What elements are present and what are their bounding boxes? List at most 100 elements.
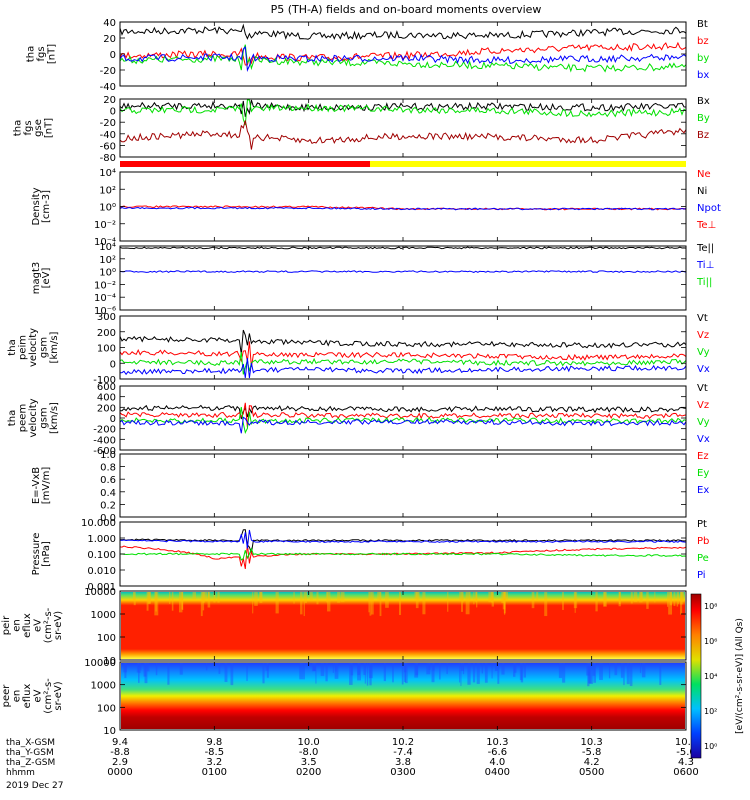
- spectrogram-texture: [459, 663, 461, 683]
- panel-frame: [119, 245, 687, 311]
- spectrogram-texture: [202, 592, 206, 603]
- spectrogram-texture: [432, 663, 435, 671]
- spectrogram-texture: [595, 592, 598, 612]
- panel-tick-label: 10⁻⁶: [94, 306, 116, 317]
- spectrogram-texture: [155, 663, 158, 676]
- panel-tick-label: 0: [110, 50, 116, 61]
- spectrogram-texture: [124, 663, 127, 679]
- panel-tick-label: 40: [103, 18, 116, 29]
- spectrogram-texture: [309, 592, 313, 601]
- legend-Npot: Npot: [697, 203, 721, 214]
- spectrogram-texture: [169, 592, 171, 604]
- spectrogram-texture: [385, 592, 389, 608]
- footer-label-tha_Z-GSM: tha_Z-GSM: [6, 758, 55, 768]
- spectrogram-texture: [146, 592, 149, 611]
- spectrogram-texture: [589, 663, 593, 684]
- panel-tick-label: 0.8: [100, 463, 116, 474]
- footer-value: 4.0: [489, 757, 505, 768]
- spectrogram-peir-eflux: [121, 592, 685, 659]
- footer-value: -6.6: [488, 747, 508, 758]
- spectrogram-texture: [207, 592, 211, 608]
- panel-tick-label: 0.4: [100, 488, 116, 499]
- spectrogram-texture: [574, 592, 576, 613]
- colorbar-tick: 10²: [704, 707, 717, 716]
- spectrogram-texture: [299, 663, 304, 680]
- footer-value: -8.8: [110, 747, 130, 758]
- spectrogram-texture: [368, 592, 370, 613]
- spectrogram-texture: [501, 592, 505, 604]
- spectrogram-texture: [422, 592, 426, 615]
- spectrogram-texture: [200, 592, 203, 617]
- spectrogram-texture: [659, 663, 662, 685]
- spectrogram-texture: [513, 663, 516, 677]
- spectrogram-texture: [593, 663, 597, 683]
- spectrogram-texture: [217, 592, 220, 603]
- spectrogram-texture: [304, 592, 307, 604]
- legend-bz: bz: [697, 36, 709, 47]
- footer-value: 9.4: [112, 737, 128, 748]
- spectrogram-texture: [207, 592, 210, 600]
- footer-value: 3.2: [206, 757, 222, 768]
- panel-ylabel: E=-VxB[mV/m]: [31, 467, 52, 505]
- legend-Ti⊥: Ti⊥: [696, 260, 714, 271]
- spectrogram-texture: [364, 663, 366, 684]
- panel-tick-label: 10⁴: [99, 168, 116, 179]
- panel-tick-label: 10⁴: [99, 242, 116, 253]
- spectrogram-texture: [536, 592, 539, 601]
- series-Vz: [119, 341, 687, 367]
- spectrogram-texture: [349, 663, 353, 685]
- panel-tick-label: -200: [93, 425, 116, 436]
- series-Bz: [119, 120, 687, 150]
- footer-label-tha_X-GSM: tha_X-GSM: [6, 738, 55, 748]
- spectrogram-texture: [179, 663, 183, 675]
- panel-tick-label: 0.2: [100, 500, 116, 511]
- spectrogram-texture: [497, 663, 500, 684]
- spectrogram-texture: [154, 592, 159, 616]
- spectrogram-texture: [544, 592, 548, 617]
- spectrogram-texture: [633, 592, 638, 603]
- spectrogram-texture: [340, 592, 345, 603]
- panel-tick-label: 1000: [91, 610, 116, 621]
- spectrogram-texture: [259, 592, 263, 600]
- spectrogram-texture: [418, 592, 420, 602]
- spectrogram-texture: [192, 592, 197, 600]
- spectrogram-texture: [481, 663, 483, 674]
- spectrogram-texture: [266, 663, 269, 678]
- series-bx: [119, 46, 687, 72]
- legend-Vx: Vx: [697, 434, 710, 445]
- spectrogram-texture: [146, 663, 150, 672]
- plot-title: P5 (TH-A) fields and on-board moments ov…: [271, 3, 542, 16]
- spectrogram-texture: [213, 592, 216, 603]
- spectrogram-texture: [467, 663, 471, 685]
- spectrogram-texture: [469, 592, 471, 602]
- panel-tick-label: 0.6: [100, 475, 116, 486]
- series-Vt: [120, 404, 687, 420]
- spectrogram-texture: [491, 592, 494, 603]
- panel-tick-label: -20: [100, 118, 116, 129]
- panel-tick-label: -80: [100, 153, 116, 164]
- spectrogram-texture: [461, 592, 463, 612]
- spectrogram-texture: [137, 663, 140, 683]
- footer-value: 10.2: [392, 737, 414, 748]
- spectrogram-texture: [148, 592, 151, 604]
- spectrogram-texture: [504, 592, 509, 602]
- spectrogram-texture: [446, 663, 448, 675]
- spectrogram-texture: [491, 592, 494, 607]
- series-Pb: [119, 543, 687, 569]
- spectrogram-texture: [204, 592, 208, 602]
- spectrogram-texture: [147, 592, 151, 605]
- panel-ylabel: thafgs[nT]: [26, 44, 58, 64]
- spectrogram-texture: [335, 663, 337, 672]
- spectrogram-texture: [377, 592, 381, 601]
- legend-Pb: Pb: [697, 536, 709, 547]
- spectrogram-texture: [491, 663, 493, 679]
- spectrogram-texture: [431, 663, 435, 683]
- spectrogram-texture: [379, 592, 382, 617]
- panel-tick-label: 10⁻⁴: [94, 293, 116, 304]
- spectrogram-texture: [669, 592, 673, 606]
- spectrogram-texture: [350, 663, 354, 676]
- panel-tick-label: 100: [97, 703, 116, 714]
- panel-tick-label: 10000: [84, 587, 116, 598]
- panel-tick-label: 10²: [99, 255, 116, 266]
- legend-Ni: Ni: [697, 186, 707, 197]
